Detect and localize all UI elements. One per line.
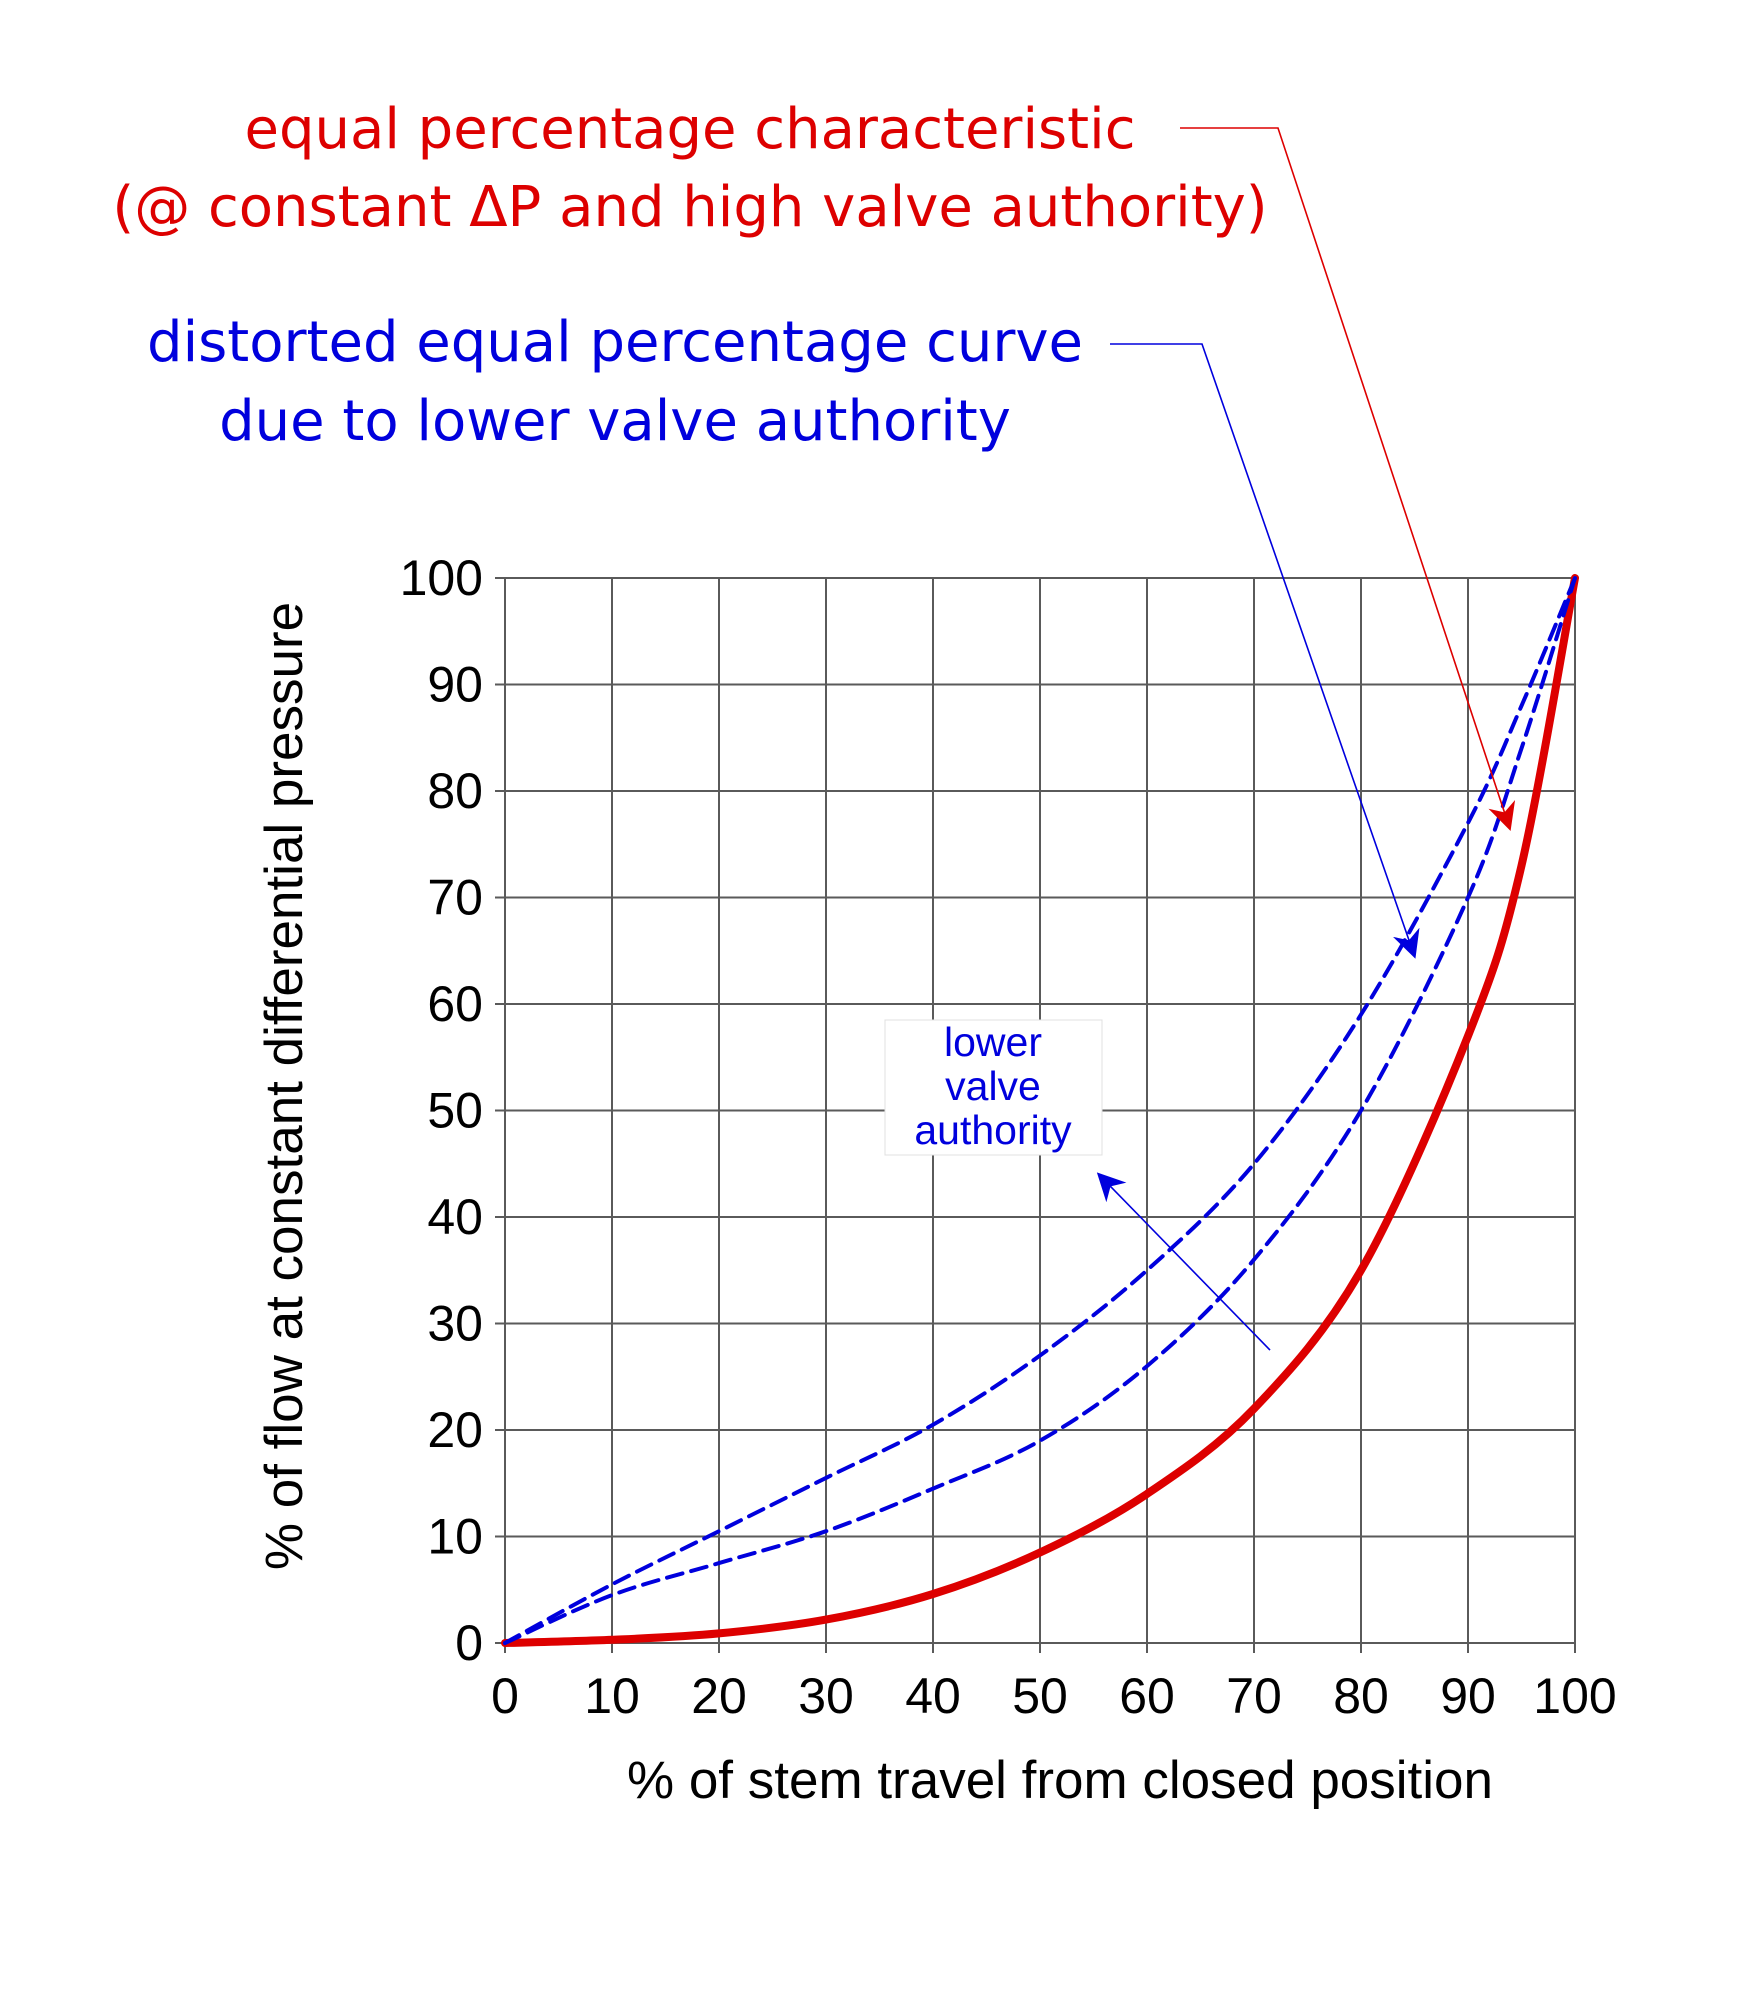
- y-tick-label: 60: [427, 976, 483, 1032]
- annotation-box-arrow: [1096, 1172, 1271, 1351]
- series-line-solid: [501, 574, 1579, 1647]
- annotation-box-line: valve: [945, 1063, 1041, 1109]
- y-tick-label: 80: [427, 763, 483, 819]
- y-axis-label: % of flow at constant differential press…: [255, 602, 314, 1570]
- y-tick-label: 30: [427, 1296, 483, 1352]
- x-tick-label: 0: [491, 1668, 519, 1724]
- annotation-box: [884, 1019, 1103, 1156]
- series-line-dashed-2: [503, 576, 1577, 1645]
- y-tick-label: 50: [427, 1083, 483, 1139]
- x-tick-label: 20: [691, 1668, 747, 1724]
- annotation-red-leader: [1180, 127, 1516, 831]
- series-line-dashed-1: [503, 576, 1577, 1645]
- x-tick-label: 100: [1533, 1668, 1616, 1724]
- x-tick-label: 10: [584, 1668, 640, 1724]
- annotations: equal percentage characteristic (@ consta…: [112, 97, 1516, 1351]
- annotation-blue-leader: [1110, 343, 1420, 959]
- x-tick-label: 70: [1226, 1668, 1282, 1724]
- annotation-box-line: lower: [944, 1019, 1042, 1065]
- series-group: [501, 574, 1579, 1647]
- y-tick-label: 90: [427, 657, 483, 713]
- x-tick-label: 80: [1333, 1668, 1389, 1724]
- tick-labels: 0 10 20 30 40 50 60 70 80 90 100 0 10 20 30 40 50 60 70 80 9…: [400, 550, 1617, 1724]
- x-tick-label: 90: [1440, 1668, 1496, 1724]
- annotation-blue-line-2: due to lower valve authority: [219, 389, 1011, 454]
- y-tick-label: 40: [427, 1189, 483, 1245]
- x-tick-label: 50: [1012, 1668, 1068, 1724]
- y-tick-label: 70: [427, 870, 483, 926]
- y-tick-label: 0: [455, 1615, 483, 1671]
- x-tick-label: 30: [798, 1668, 854, 1724]
- annotation-red-line-2: (@ constant ΔP and high valve authority): [112, 175, 1267, 240]
- x-tick-label: 60: [1119, 1668, 1175, 1724]
- y-tick-label: 20: [427, 1402, 483, 1458]
- annotation-blue-line-1: distorted equal percentage curve: [147, 310, 1083, 375]
- x-tick-label: 40: [905, 1668, 961, 1724]
- y-tick-label: 10: [427, 1509, 483, 1565]
- annotation-box-line: authority: [914, 1107, 1072, 1153]
- y-tick-label: 100: [400, 550, 483, 606]
- x-axis-label: % of stem travel from closed position: [627, 1751, 1493, 1810]
- annotation-red-line-1: equal percentage characteristic: [245, 97, 1136, 162]
